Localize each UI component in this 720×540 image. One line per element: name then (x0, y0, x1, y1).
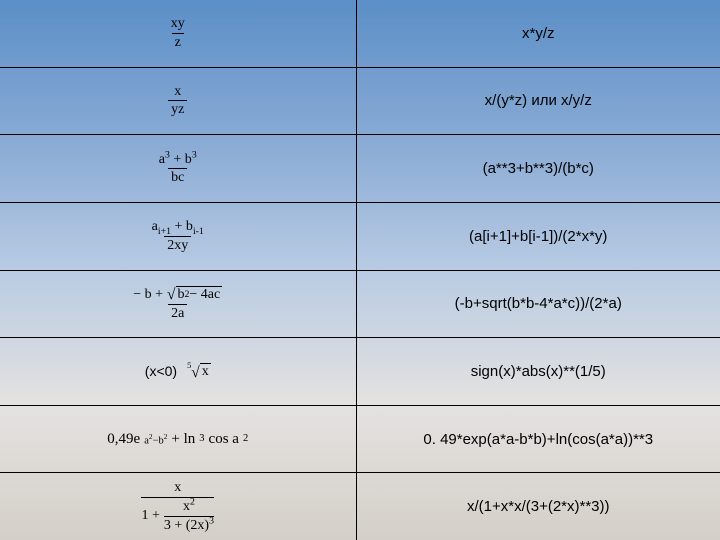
numerator: − b + √ b2 − 4ac (130, 286, 225, 303)
code-cell: (-b+sqrt(b*b-4*a*c))/(2*a) (357, 271, 720, 338)
numerator: a3 + b3 (156, 152, 200, 168)
math-cell: ai+1 + bi-1 2xy (0, 203, 357, 270)
numerator: x (171, 84, 184, 100)
table-row: ai+1 + bi-1 2xy (a[i+1]+b[i-1])/(2*x*y) (0, 203, 720, 271)
math-cell: − b + √ b2 − 4ac 2a (0, 271, 357, 338)
denominator: 2xy (164, 236, 191, 253)
math-cell: x yz (0, 68, 357, 135)
code-cell: (a[i+1]+b[i-1])/(2*x*y) (357, 203, 720, 270)
code-cell: (a**3+b**3)/(b*c) (357, 135, 720, 202)
numerator: ai+1 + bi-1 (149, 219, 207, 235)
denominator: 2a (168, 304, 187, 321)
math-cell: x 1 + x2 3 + (2x)3 (0, 473, 357, 540)
table-row: xy z x*y/z (0, 0, 720, 68)
table-row: x yz x/(y*z) или x/y/z (0, 68, 720, 136)
table-row: a3 + b3 bc (a**3+b**3)/(b*c) (0, 135, 720, 203)
continued-fraction: x 1 + x2 3 + (2x)3 (141, 480, 214, 534)
code-cell: 0. 49*exp(a*a-b*b)+ln(cos(a*a))**3 (357, 406, 720, 473)
math-cell: a3 + b3 bc (0, 135, 357, 202)
denominator: yz (168, 100, 187, 117)
denominator: z (172, 33, 184, 50)
radical-icon: √ (191, 365, 199, 380)
denominator: bc (168, 168, 187, 185)
root-degree: 5 (187, 361, 191, 370)
code-cell: x/(y*z) или x/y/z (357, 68, 720, 135)
math-cell: xy z (0, 0, 357, 67)
radical-icon: √ (167, 287, 175, 302)
code-cell: x/(1+x*x/(3+(2*x)**3)) (357, 473, 720, 540)
code-cell: sign(x)*abs(x)**(1/5) (357, 338, 720, 405)
numerator: xy (168, 16, 188, 32)
table-row: − b + √ b2 − 4ac 2a (-b+sqrt(b*b-4*a*c))… (0, 271, 720, 339)
table-row: (x<0) 5 √ x sign(x)*abs(x)**(1/5) (0, 338, 720, 406)
radicand: x (200, 363, 211, 380)
code-cell: x*y/z (357, 0, 720, 67)
table-row: 0,49ea2−b2 + ln3 cos a2 0. 49*exp(a*a-b*… (0, 406, 720, 474)
prefix-label: (x<0) (145, 363, 177, 379)
table-row: x 1 + x2 3 + (2x)3 x/(1+x*x/(3+(2*x)**3)… (0, 473, 720, 540)
formula-table: xy z x*y/z x yz x/(y*z) или x/y/z a3 + b… (0, 0, 720, 540)
math-cell: 0,49ea2−b2 + ln3 cos a2 (0, 406, 357, 473)
exp-ln-expression: 0,49ea2−b2 + ln3 cos a2 (107, 431, 248, 448)
math-cell: (x<0) 5 √ x (0, 338, 357, 405)
